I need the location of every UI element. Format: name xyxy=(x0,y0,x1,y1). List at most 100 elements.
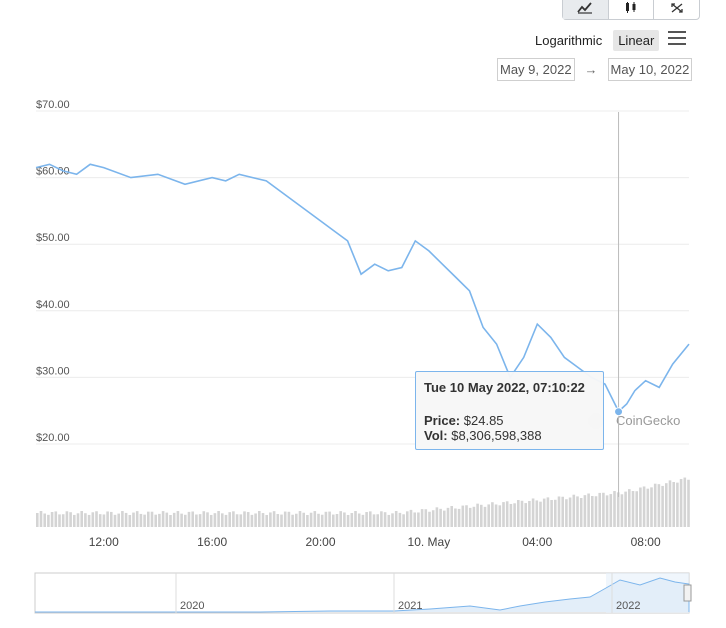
volume-bar xyxy=(65,511,69,527)
volume-bar xyxy=(487,504,490,527)
volume-bar xyxy=(95,511,98,527)
volume-bar xyxy=(102,514,106,527)
volume-bar xyxy=(332,514,335,527)
tooltip-point xyxy=(614,407,624,417)
volume-bar xyxy=(313,511,317,527)
navigator-label-2020: 2020 xyxy=(180,600,204,612)
volume-bar xyxy=(139,513,143,527)
x-tick-label: 20:00 xyxy=(305,535,335,549)
volume-bar xyxy=(224,514,228,527)
volume-bar xyxy=(372,514,376,527)
y-tick-label: $70.00 xyxy=(36,99,70,111)
y-tick-label: $40.00 xyxy=(36,299,70,311)
volume-bar xyxy=(317,513,320,527)
navigator: 2020 2021 2022 xyxy=(34,572,692,614)
fullscreen-button[interactable] xyxy=(654,0,699,19)
coingecko-watermark: CoinGecko xyxy=(616,413,680,428)
chart-menu-button[interactable] xyxy=(668,31,686,47)
volume-bar xyxy=(502,502,505,527)
volume-bar xyxy=(480,504,483,527)
volume-bar xyxy=(165,512,169,527)
hamburger-icon-line-2 xyxy=(668,43,686,45)
volume-bar xyxy=(468,507,472,527)
volume-bar xyxy=(350,513,354,527)
navigator-handle[interactable] xyxy=(683,584,692,602)
volume-bar xyxy=(591,496,594,527)
volume-bar xyxy=(557,496,561,527)
volume-bar xyxy=(676,482,679,527)
volume-bar xyxy=(235,514,239,527)
volume-bar xyxy=(572,494,576,527)
volume-bar xyxy=(269,512,272,527)
volume-bar xyxy=(594,496,598,527)
volume-bar xyxy=(239,514,243,527)
volume-bar xyxy=(180,513,183,527)
volume-bar xyxy=(361,514,365,527)
x-tick-label: 04:00 xyxy=(522,535,552,549)
volume-bar xyxy=(439,508,442,527)
volume-bar xyxy=(620,494,624,527)
volume-bar xyxy=(646,488,650,527)
volume-bar xyxy=(409,509,413,527)
volume-bar xyxy=(202,511,206,527)
volume-bar xyxy=(124,512,128,527)
line-chart-button[interactable] xyxy=(563,0,609,19)
volume-bar xyxy=(376,514,379,527)
volume-bar xyxy=(568,497,572,527)
volume-bar xyxy=(121,511,124,527)
hamburger-icon-line xyxy=(668,37,686,39)
volume-bar xyxy=(206,512,209,527)
volume-bar xyxy=(150,511,154,527)
volume-bar xyxy=(476,503,479,527)
range-to-input[interactable]: May 10, 2022 xyxy=(607,58,693,81)
volume-bar xyxy=(143,514,146,527)
navigator-series xyxy=(35,577,690,613)
volume-bar xyxy=(687,479,690,527)
volume-bar xyxy=(528,500,531,527)
volume-bar xyxy=(246,512,250,527)
volume-bar xyxy=(668,480,672,527)
volume-bar xyxy=(110,511,113,527)
volume-bar xyxy=(39,511,43,527)
logarithmic-button[interactable]: Logarithmic xyxy=(535,33,603,48)
volume-bar xyxy=(198,514,202,527)
volume-bar xyxy=(598,492,601,527)
volume-bar xyxy=(184,514,187,527)
volume-bar xyxy=(517,500,520,527)
volume-bars xyxy=(36,477,690,527)
volume-bar xyxy=(520,500,524,527)
volume-bar xyxy=(113,514,117,527)
candlestick-icon xyxy=(626,2,636,13)
x-tick-label: 16:00 xyxy=(197,535,227,549)
volume-bar xyxy=(406,511,409,527)
volume-bar xyxy=(505,501,509,527)
volume-bar xyxy=(346,514,350,527)
grid-lines xyxy=(36,110,689,445)
price-series-line xyxy=(35,163,690,413)
volume-bar xyxy=(195,514,198,527)
range-from-input[interactable]: May 9, 2022 xyxy=(497,58,575,81)
tooltip-price-label: Price: xyxy=(424,413,461,428)
volume-bar xyxy=(494,504,498,527)
volume-bar xyxy=(261,513,265,527)
volume-bar xyxy=(176,511,180,527)
linear-button[interactable]: Linear xyxy=(613,30,660,51)
volume-bar xyxy=(128,514,132,527)
volume-bar xyxy=(324,511,328,527)
volume-bar xyxy=(565,499,568,527)
volume-bar xyxy=(394,511,398,527)
volume-bar xyxy=(254,513,257,527)
candlestick-chart-button[interactable] xyxy=(609,0,655,19)
volume-bar xyxy=(387,514,391,527)
tooltip-vol-line: Vol: $8,306,598,388 xyxy=(424,428,595,443)
volume-bar xyxy=(535,500,539,527)
volume-bar xyxy=(420,509,424,527)
volume-bar xyxy=(169,514,172,527)
volume-bar xyxy=(161,511,165,527)
volume-bar xyxy=(280,514,283,527)
volume-bar xyxy=(320,514,324,527)
volume-bar xyxy=(117,513,120,527)
volume-bar xyxy=(328,511,331,527)
volume-bar xyxy=(609,494,613,527)
